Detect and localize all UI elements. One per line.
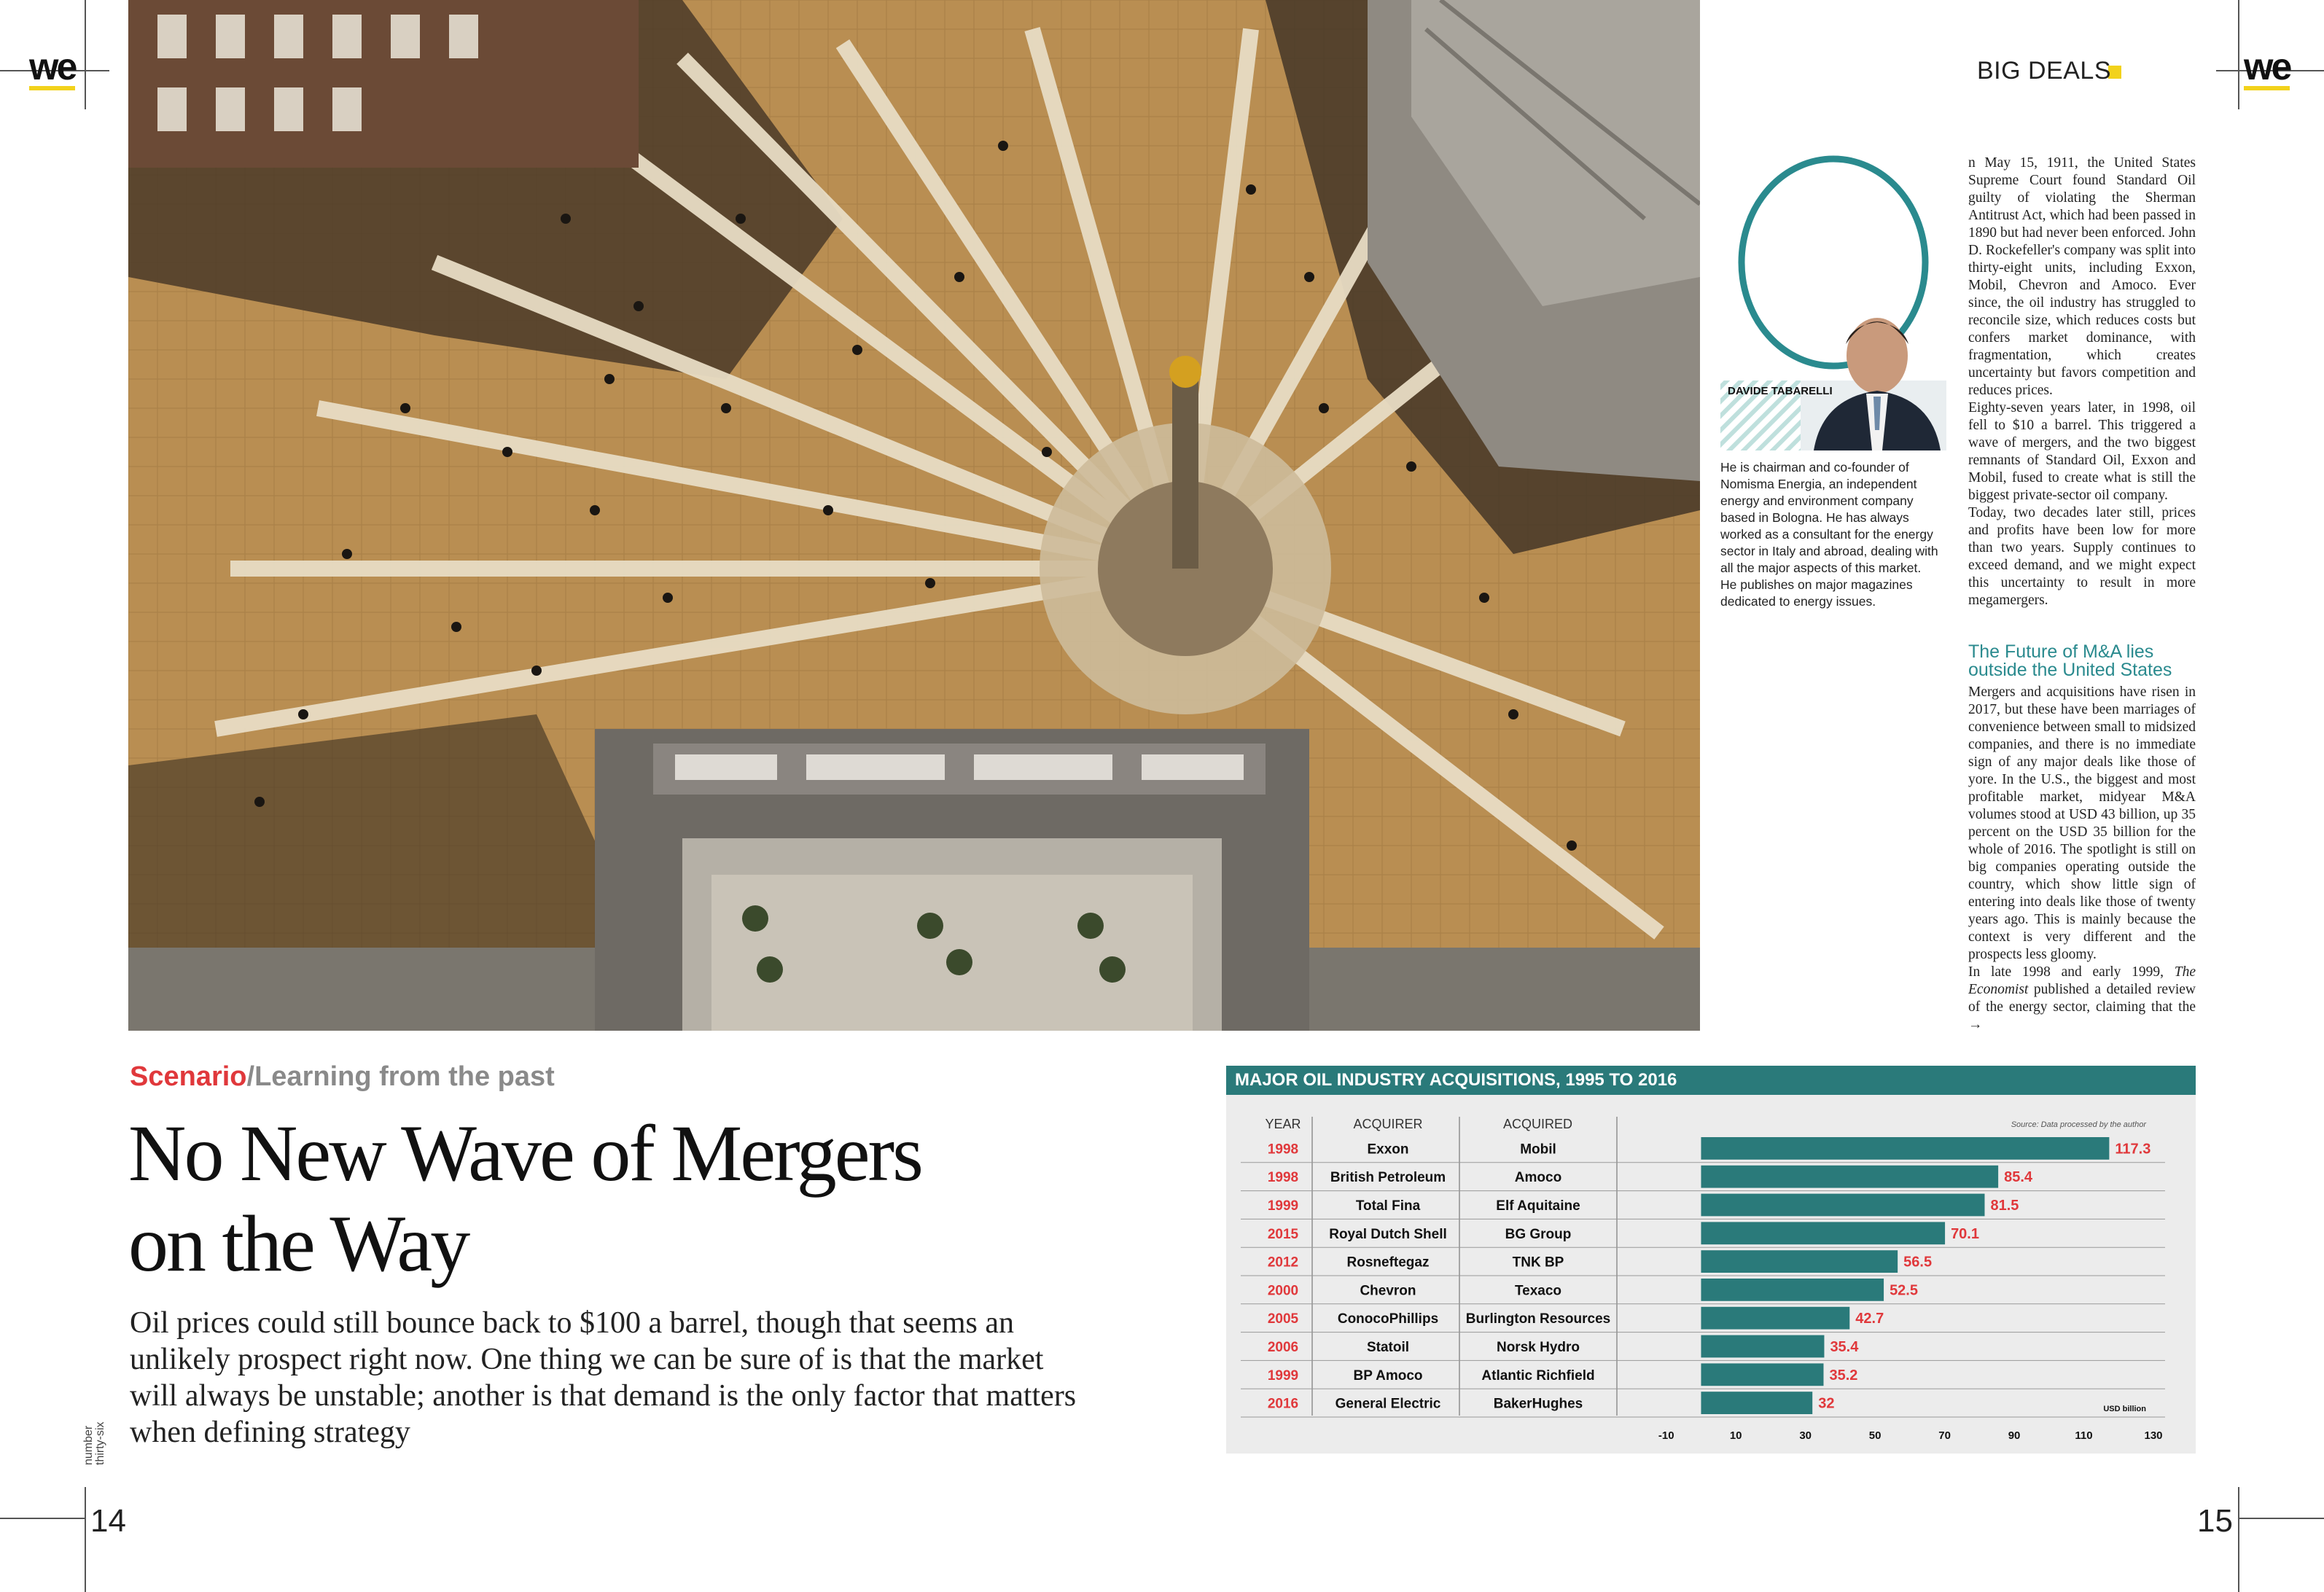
x-tick-label: 30 [1799, 1429, 1812, 1442]
row-acquirer: Chevron [1360, 1283, 1416, 1298]
bar [1701, 1222, 1946, 1245]
body-paragraph-1: n May 15, 1911, the United States Suprem… [1968, 155, 2196, 398]
row-acquirer: BP Amoco [1353, 1368, 1422, 1384]
bar [1701, 1279, 1884, 1301]
x-tick-label: -10 [1658, 1429, 1674, 1442]
bar-value-label: 56.5 [1903, 1255, 1932, 1271]
body-paragraph-3: Today, two decades later still, prices a… [1968, 505, 2196, 608]
crop-mark-top-left [0, 70, 109, 71]
row-acquirer: British Petroleum [1330, 1170, 1446, 1185]
row-acquired: TNK BP [1513, 1255, 1564, 1271]
row-acquired: Amoco [1515, 1170, 1561, 1185]
bar-value-label: 42.7 [1855, 1311, 1884, 1327]
author-name: DAVIDE TABARELLI [1728, 385, 1833, 397]
crop-mark-top-right-vertical [2238, 0, 2239, 109]
crop-mark-bottom-right [2238, 1518, 2324, 1519]
bar [1701, 1165, 1999, 1188]
row-acquirer: Statoil [1367, 1340, 1409, 1355]
row-year: 2015 [1268, 1227, 1299, 1242]
row-acquirer: General Electric [1335, 1397, 1441, 1412]
accent-square-right [2108, 66, 2121, 79]
crop-mark-bottom-left-vertical [85, 1487, 86, 1592]
row-acquired: Burlington Resources [1466, 1311, 1610, 1327]
body-column-bottom: Mergers and acquisitions have risen in 2… [1968, 684, 2196, 1034]
row-acquired: Atlantic Richfield [1481, 1368, 1594, 1384]
author-portrait [1801, 318, 1946, 450]
column-header-acquired: ACQUIRED [1503, 1117, 1572, 1131]
bar [1701, 1392, 1813, 1414]
aerial-plaza-photo [128, 0, 1700, 1031]
row-acquirer: Total Fina [1356, 1198, 1421, 1214]
bar-value-label: 85.4 [2004, 1169, 2033, 1185]
bar-value-label: 81.5 [1990, 1198, 2019, 1214]
dropcap-O [1738, 155, 1929, 370]
row-acquirer: ConocoPhillips [1338, 1311, 1438, 1327]
x-tick-label: 110 [2075, 1429, 2092, 1442]
body-paragraph-4: Mergers and acquisitions have risen in 2… [1968, 684, 2196, 962]
row-year: 2005 [1268, 1311, 1299, 1327]
row-year: 2006 [1268, 1340, 1298, 1355]
page-number-right: 15 [2197, 1503, 2233, 1539]
row-year: 1999 [1268, 1368, 1298, 1384]
row-acquired: BG Group [1505, 1227, 1572, 1242]
chart-source: Source: Data processed by the author [2011, 1120, 2148, 1129]
row-acquirer: Royal Dutch Shell [1329, 1227, 1447, 1242]
unit-label: USD billion [2103, 1405, 2146, 1413]
continue-arrow-icon: → [1968, 1017, 1983, 1032]
crop-mark-top-right [2216, 70, 2324, 71]
bar-value-label: 35.2 [1829, 1367, 1857, 1384]
bar-value-label: 117.3 [2115, 1141, 2151, 1157]
row-acquired: Elf Aquitaine [1496, 1198, 1580, 1214]
row-acquirer: Rosneftegaz [1347, 1255, 1430, 1271]
row-acquired: Texaco [1515, 1283, 1561, 1298]
bar [1701, 1137, 2110, 1160]
row-year: 1998 [1268, 1170, 1298, 1185]
row-year: 2000 [1268, 1283, 1298, 1298]
body-paragraph-2: Eighty-seven years later, in 1998, oil f… [1968, 400, 2196, 503]
column-header-year: YEAR [1265, 1117, 1301, 1131]
bar [1701, 1363, 1824, 1386]
body-subhead: The Future of M&A lies outside the Unite… [1968, 641, 2172, 680]
row-year: 1998 [1268, 1142, 1298, 1157]
x-tick-label: 90 [2008, 1429, 2021, 1442]
brand-logo-left: we [29, 48, 77, 90]
row-acquirer: Exxon [1367, 1142, 1408, 1157]
author-card: DAVIDE TABARELLI [1720, 153, 1946, 452]
bar [1701, 1193, 1985, 1217]
chart-title: MAJOR OIL INDUSTRY ACQUISITIONS, 1995 TO… [1226, 1066, 2196, 1095]
row-year: 2016 [1268, 1397, 1298, 1412]
body-paragraph-5: In late 1998 and early 1999, The Economi… [1968, 964, 2196, 1032]
column-header-acquirer: ACQUIRER [1353, 1117, 1422, 1131]
page-number-left: 14 [90, 1503, 126, 1539]
section-label: BIG DEALS [1977, 57, 2112, 85]
bar-value-label: 52.5 [1890, 1282, 1918, 1298]
row-year: 2012 [1268, 1255, 1298, 1271]
article-dek: Oil prices could still bounce back to $1… [130, 1306, 1077, 1449]
row-acquired: Norsk Hydro [1497, 1340, 1580, 1355]
row-acquired: Mobil [1520, 1142, 1556, 1157]
row-acquired: BakerHughes [1494, 1397, 1583, 1412]
bar-value-label: 35.4 [1830, 1339, 1859, 1355]
x-tick-label: 130 [2144, 1429, 2162, 1442]
article-kicker: Scenario/Learning from the past [130, 1061, 555, 1092]
bar [1701, 1306, 1850, 1330]
acquisitions-chart: MAJOR OIL INDUSTRY ACQUISITIONS, 1995 TO… [1226, 1066, 2196, 1454]
bar-value-label: 32 [1818, 1396, 1834, 1412]
brand-logo-right: we [2244, 48, 2292, 90]
x-tick-label: 50 [1869, 1429, 1882, 1442]
crop-mark-bottom-right-vertical [2238, 1487, 2239, 1592]
crop-mark-top-left-vertical [85, 0, 86, 109]
x-tick-label: 10 [1730, 1429, 1742, 1442]
article-headline: No New Wave of Mergers on the Way [128, 1109, 924, 1288]
crop-mark-bottom-left [0, 1518, 86, 1519]
x-tick-label: 70 [1938, 1429, 1951, 1442]
issue-label: number thirty-six [82, 1421, 106, 1465]
body-column-top: n May 15, 1911, the United States Suprem… [1968, 155, 2196, 609]
author-bio: He is chairman and co-founder of Nomisma… [1720, 460, 1938, 609]
bar [1701, 1335, 1825, 1358]
bar [1701, 1250, 1898, 1273]
bar-value-label: 70.1 [1951, 1226, 1979, 1242]
row-year: 1999 [1268, 1198, 1298, 1214]
chart-plot: YEAR ACQUIRER ACQUIRED Source: Data process… [1241, 1117, 2165, 1442]
